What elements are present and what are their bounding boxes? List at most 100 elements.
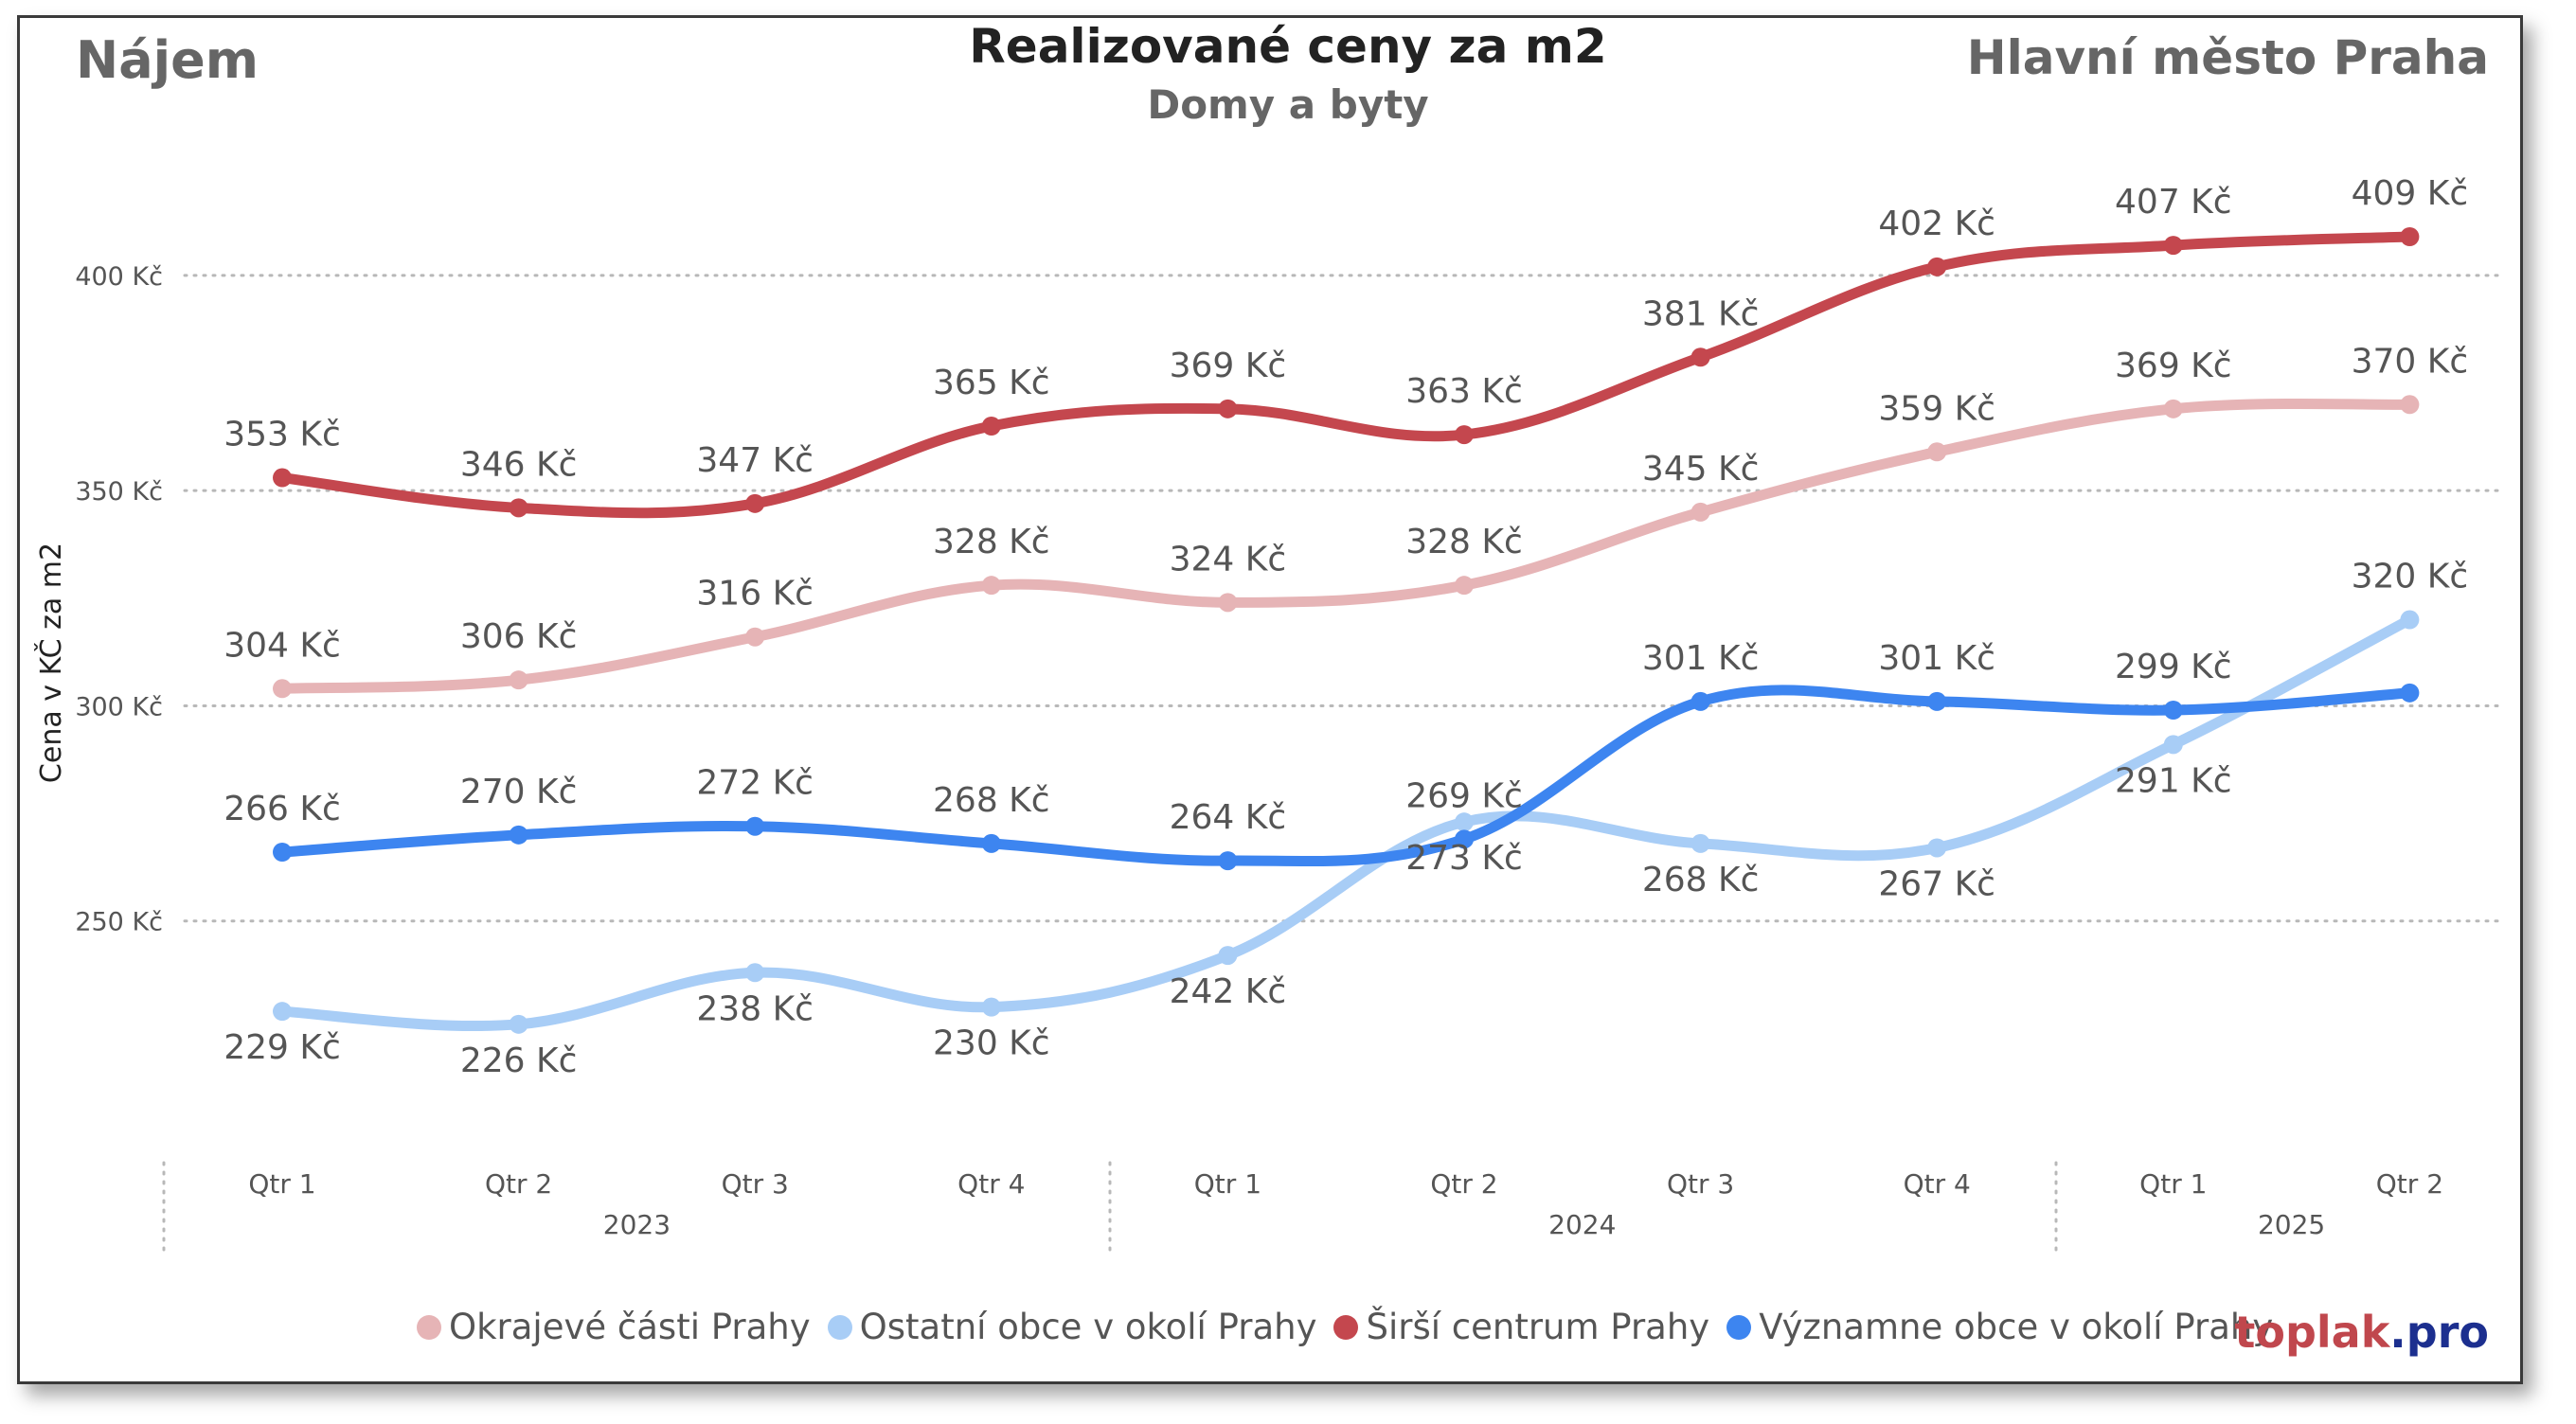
data-label: 268 Kč: [933, 781, 1050, 820]
data-label: 272 Kč: [696, 764, 814, 803]
x-tick-label: Qtr 2: [485, 1168, 552, 1200]
x-tick-label: Qtr 3: [1667, 1168, 1734, 1200]
data-point: [1455, 425, 1474, 445]
data-label: 299 Kč: [2115, 648, 2232, 686]
data-point: [1455, 829, 1474, 849]
data-label: 324 Kč: [1170, 540, 1287, 578]
data-point: [2400, 683, 2420, 703]
data-label: 320 Kč: [2352, 558, 2469, 596]
data-label: 370 Kč: [2352, 342, 2469, 381]
chart-subtitle: Domy a byty: [1147, 81, 1429, 128]
data-point: [2400, 227, 2420, 246]
data-point: [745, 816, 765, 836]
data-point: [2163, 399, 2183, 418]
data-point: [1218, 399, 1238, 418]
data-label: 369 Kč: [2115, 347, 2232, 385]
legend-label: Okrajevé části Prahy: [449, 1307, 811, 1347]
data-point: [2400, 395, 2420, 415]
data-label: 328 Kč: [933, 523, 1050, 561]
y-axis-title: Cena v KČ za m2: [33, 543, 68, 783]
series-line: [277, 231, 2415, 519]
y-tick-label: 400 Kč: [75, 262, 163, 292]
data-label: 238 Kč: [696, 989, 814, 1028]
legend-marker-icon: [1726, 1314, 1752, 1340]
data-label: 304 Kč: [224, 626, 341, 665]
data-label: 301 Kč: [1642, 639, 1760, 678]
data-point: [745, 963, 765, 983]
data-point: [1690, 502, 1710, 522]
data-label: 270 Kč: [460, 773, 578, 811]
data-label: 301 Kč: [1878, 639, 1995, 678]
data-point: [509, 498, 528, 518]
x-tick-label: Qtr 3: [722, 1168, 789, 1200]
x-tick-label: Qtr 2: [1430, 1168, 1497, 1200]
year-label: 2024: [1548, 1209, 1616, 1240]
data-point: [1455, 812, 1474, 832]
data-label: 407 Kč: [2115, 183, 2232, 222]
legend-marker-icon: [827, 1314, 852, 1340]
data-point: [1927, 838, 1947, 858]
data-label: 264 Kč: [1170, 798, 1287, 837]
legend-marker-icon: [1333, 1314, 1359, 1340]
data-label: 328 Kč: [1405, 523, 1523, 561]
rental-label: Nájem: [76, 30, 259, 90]
region-label: Hlavní město Praha: [1966, 30, 2489, 85]
x-tick-label: Qtr 1: [248, 1168, 315, 1200]
data-label: 353 Kč: [224, 416, 341, 454]
data-point: [1455, 576, 1474, 596]
data-point: [1927, 257, 1947, 276]
data-label: 346 Kč: [460, 445, 578, 484]
data-point: [1218, 593, 1238, 613]
data-label: 230 Kč: [933, 1024, 1050, 1063]
data-point: [981, 833, 1001, 853]
data-point: [273, 468, 292, 488]
data-label: 316 Kč: [696, 575, 814, 614]
x-tick-label: Qtr 2: [2376, 1168, 2443, 1200]
data-point: [509, 670, 528, 690]
data-point: [981, 417, 1001, 436]
data-point: [509, 825, 528, 845]
brand-domain: .pro: [2389, 1307, 2489, 1358]
chart-legend: Okrajevé části Prahy Ostatní obce v okol…: [417, 1307, 2273, 1347]
series-line: [277, 398, 2415, 694]
y-tick-label: 350 Kč: [75, 477, 163, 507]
data-point: [509, 1014, 528, 1034]
data-point: [745, 627, 765, 647]
data-point: [1927, 691, 1947, 711]
legend-item-vyznamne[interactable]: Významne obce v okolí Prahy: [1726, 1307, 2273, 1347]
y-tick-label: 250 Kč: [75, 908, 163, 937]
data-point: [2163, 236, 2183, 256]
year-label: 2025: [2258, 1209, 2325, 1240]
data-point: [1218, 946, 1238, 966]
data-label: 345 Kč: [1642, 450, 1760, 489]
data-point: [2163, 735, 2183, 755]
series-line: [277, 685, 2415, 867]
data-label: 369 Kč: [1170, 347, 1287, 385]
data-point: [981, 576, 1001, 596]
legend-item-okrajove[interactable]: Okrajevé části Prahy: [417, 1307, 811, 1347]
data-point: [1690, 691, 1710, 711]
data-label: 226 Kč: [460, 1041, 578, 1080]
legend-item-ostatni[interactable]: Ostatní obce v okolí Prahy: [827, 1307, 1317, 1347]
data-label: 268 Kč: [1642, 861, 1760, 899]
data-point: [1927, 442, 1947, 462]
x-tick-label: Qtr 1: [2139, 1168, 2207, 1200]
data-label: 409 Kč: [2352, 174, 2469, 213]
legend-item-sirsi[interactable]: Širší centrum Prahy: [1333, 1307, 1709, 1347]
data-point: [273, 1002, 292, 1022]
y-tick-label: 300 Kč: [75, 692, 163, 721]
brand-name: toplak: [2234, 1307, 2390, 1358]
data-label: 273 Kč: [1405, 839, 1523, 878]
data-label: 267 Kč: [1878, 864, 1995, 903]
data-label: 365 Kč: [933, 364, 1050, 402]
data-point: [2163, 701, 2183, 720]
brand-logo[interactable]: toplak.pro: [2234, 1307, 2489, 1358]
data-point: [1218, 851, 1238, 871]
data-label: 291 Kč: [2115, 761, 2232, 800]
x-tick-label: Qtr 4: [957, 1168, 1025, 1200]
data-point: [1690, 833, 1710, 853]
legend-label: Ostatní obce v okolí Prahy: [859, 1307, 1317, 1347]
legend-label: Širší centrum Prahy: [1366, 1307, 1710, 1347]
data-point: [745, 493, 765, 513]
